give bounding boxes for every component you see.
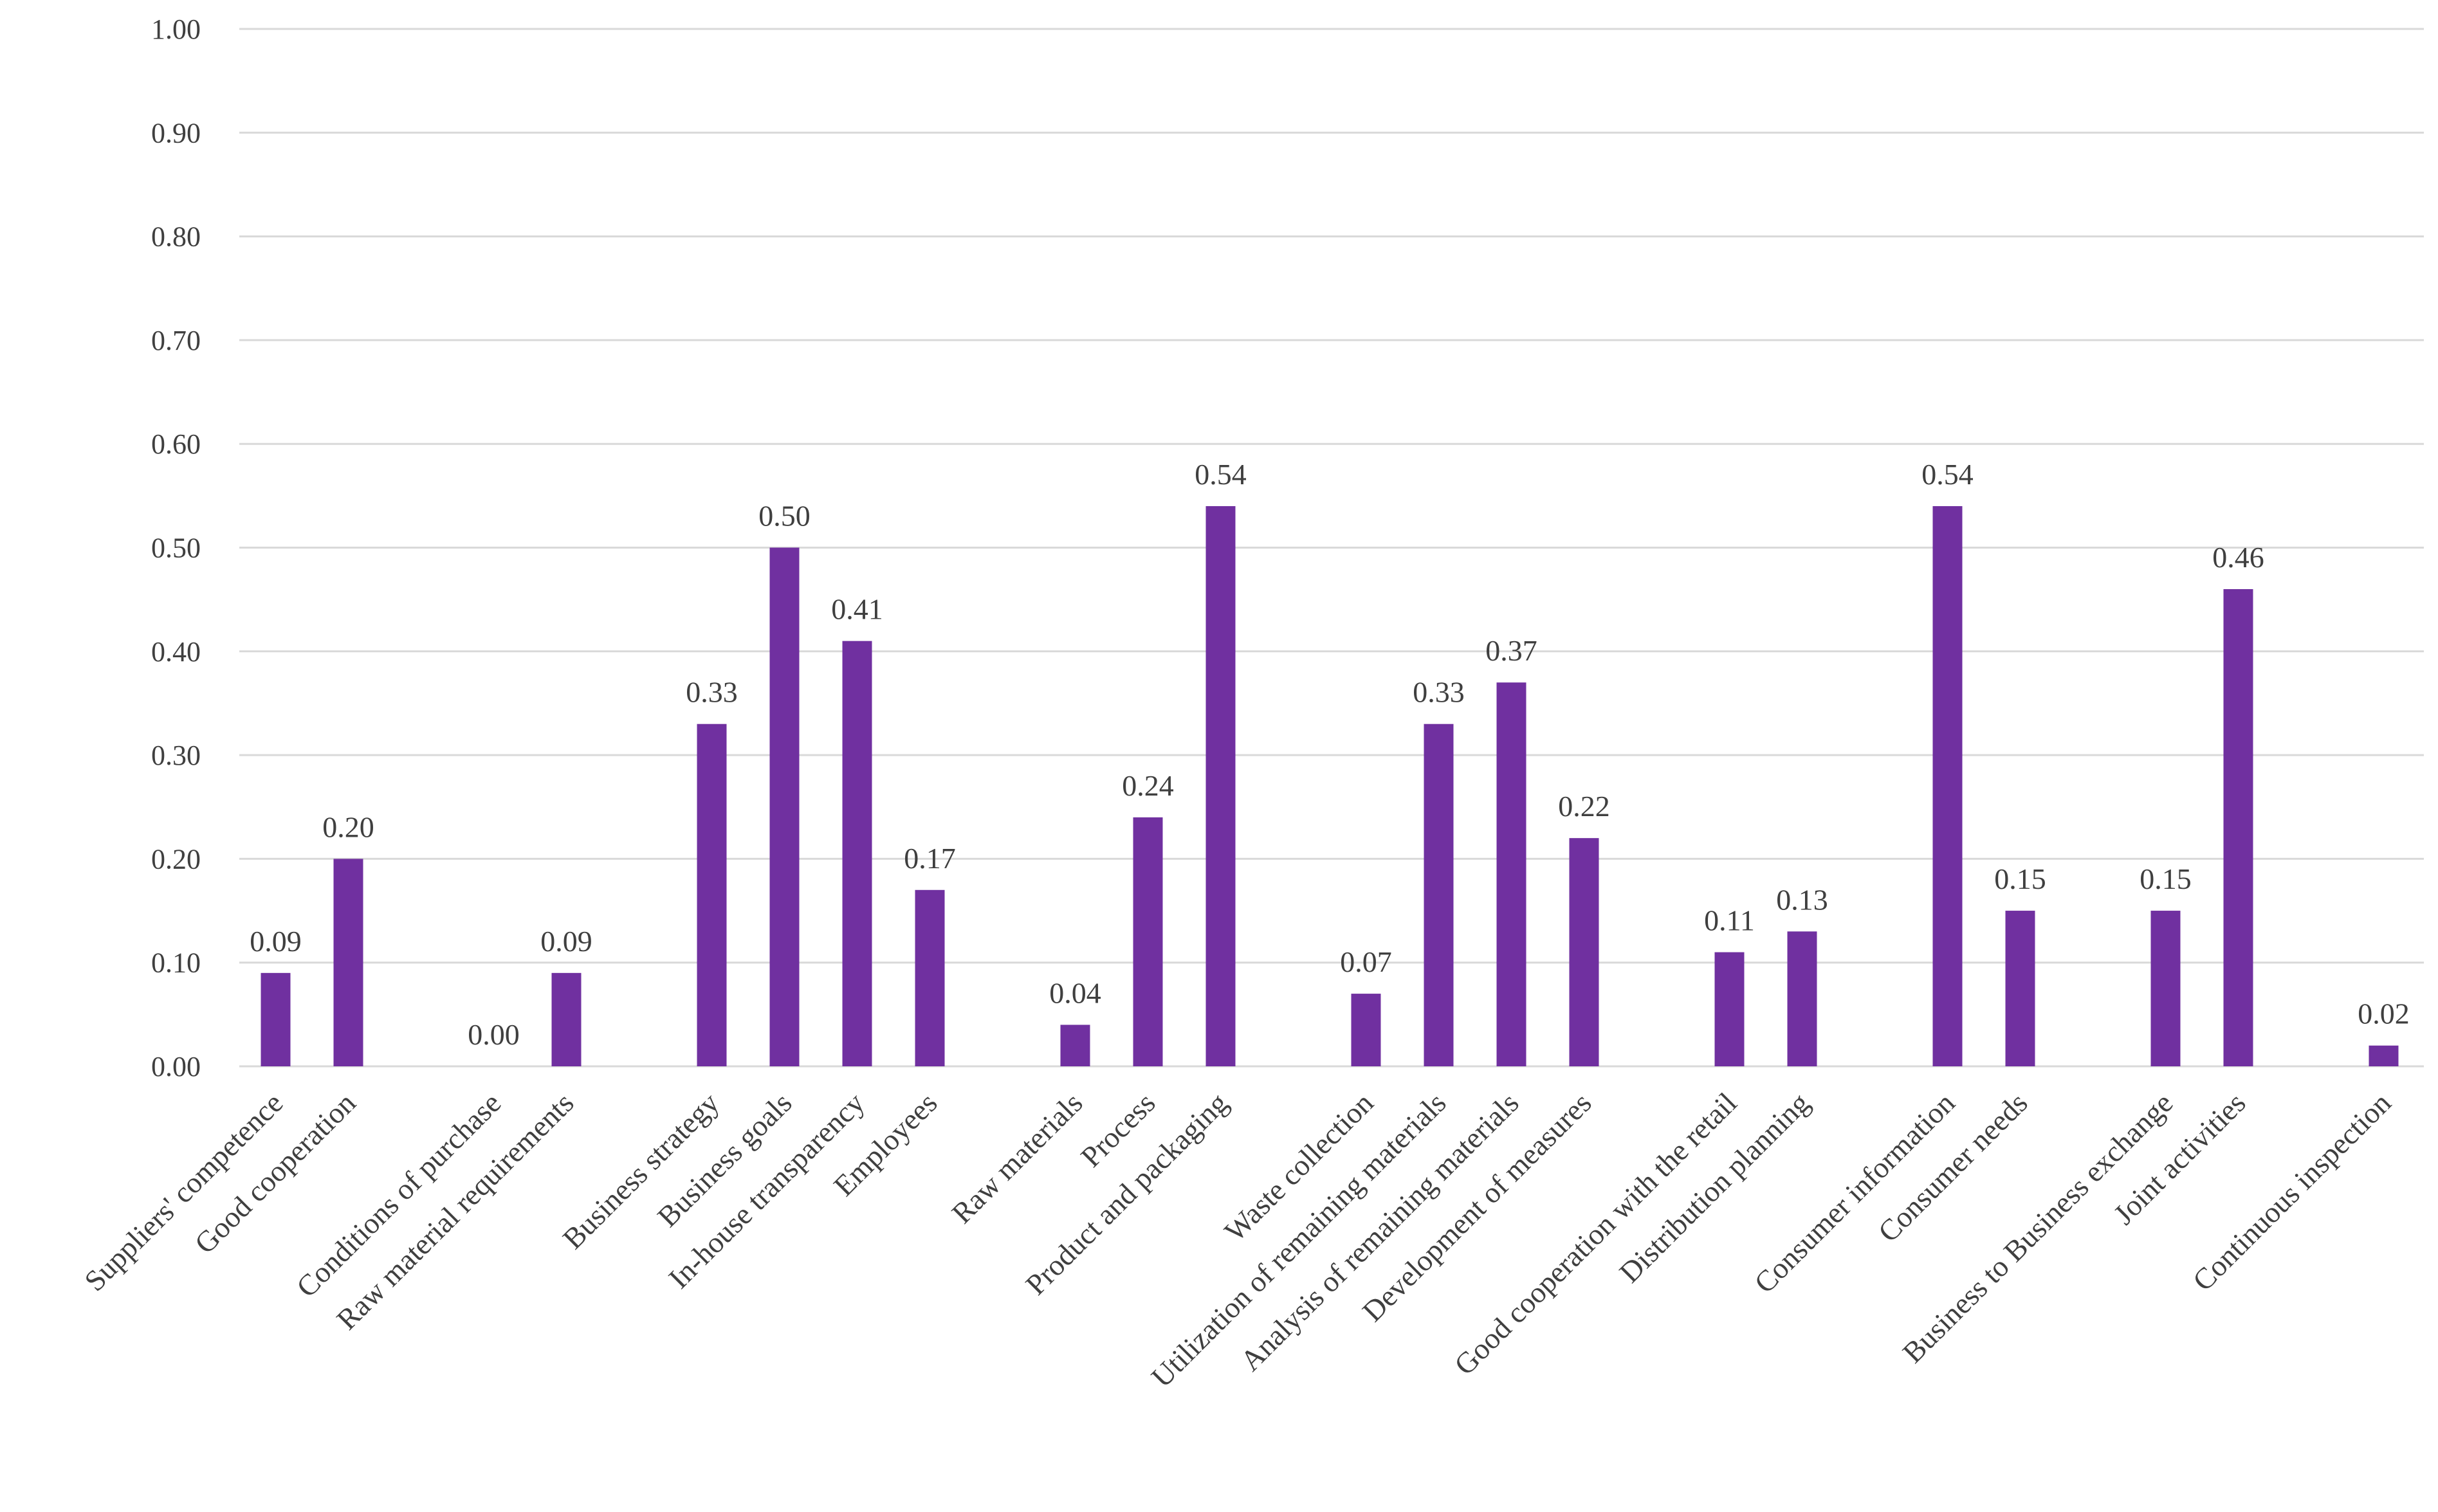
data-label: 0.15 [1994, 862, 2046, 895]
y-tick-label: 0.80 [151, 221, 201, 253]
y-axis-ticks: 0.00 0.10 0.20 0.30 0.40 0.50 0.60 0.70 0.80 0.90… [151, 14, 201, 1082]
bar [261, 972, 291, 1066]
y-tick-label: 0.50 [151, 533, 201, 564]
bar [1133, 817, 1163, 1066]
data-label: 0.24 [1122, 769, 1174, 802]
data-label: 0.46 [2212, 541, 2264, 574]
bar [2369, 1045, 2399, 1066]
data-label: 0.13 [1776, 883, 1828, 916]
data-label: 0.54 [1195, 458, 1247, 491]
gridlines [239, 28, 2424, 1068]
bar [1351, 994, 1381, 1066]
data-labels: 0.09 0.20 0.00 0.09 0.33 0.50 0.41 0.17 0.04 0.24… [250, 458, 2410, 1051]
bar [1932, 506, 1963, 1066]
bar [1496, 682, 1526, 1066]
data-label: 0.04 [1049, 976, 1101, 1009]
bar [333, 859, 363, 1066]
data-label: 0.02 [2358, 997, 2410, 1030]
bar [2005, 911, 2035, 1066]
y-tick-label: 0.60 [151, 428, 201, 460]
bar [1205, 506, 1236, 1066]
data-label: 0.50 [758, 500, 811, 533]
bar [769, 547, 800, 1066]
data-label: 0.37 [1485, 634, 1537, 667]
y-tick-label: 0.00 [151, 1051, 201, 1082]
y-tick-label: 0.40 [151, 636, 201, 668]
data-label: 0.15 [2140, 862, 2192, 895]
y-tick-label: 0.30 [151, 740, 201, 771]
data-label: 0.22 [1558, 790, 1610, 823]
y-tick-label: 1.00 [151, 14, 201, 45]
bar [915, 889, 945, 1066]
bar [551, 972, 582, 1066]
bars [261, 506, 2399, 1066]
data-label: 0.09 [250, 925, 302, 958]
x-tick-label: Raw materials [946, 1086, 1089, 1230]
data-label: 0.33 [686, 676, 738, 709]
data-label: 0.17 [904, 842, 956, 875]
bar [1787, 931, 1817, 1066]
y-tick-label: 0.70 [151, 325, 201, 356]
bar [1569, 838, 1599, 1066]
y-tick-label: 0.90 [151, 117, 201, 149]
data-label: 0.07 [1340, 945, 1392, 978]
data-label: 0.33 [1413, 676, 1465, 709]
bar [1060, 1025, 1090, 1066]
data-label: 0.09 [540, 925, 592, 958]
y-tick-label: 0.20 [151, 843, 201, 875]
data-label: 0.54 [1921, 458, 1974, 491]
bar [2223, 589, 2253, 1066]
y-tick-label: 0.10 [151, 947, 201, 979]
data-label: 0.11 [1704, 904, 1755, 937]
bar [1424, 724, 1454, 1066]
data-label: 0.20 [322, 810, 374, 843]
data-label: 0.00 [468, 1018, 520, 1051]
bar [842, 641, 872, 1066]
data-label: 0.41 [831, 593, 883, 626]
bar [697, 724, 727, 1066]
bar [2150, 911, 2181, 1066]
bar [1714, 952, 1745, 1066]
